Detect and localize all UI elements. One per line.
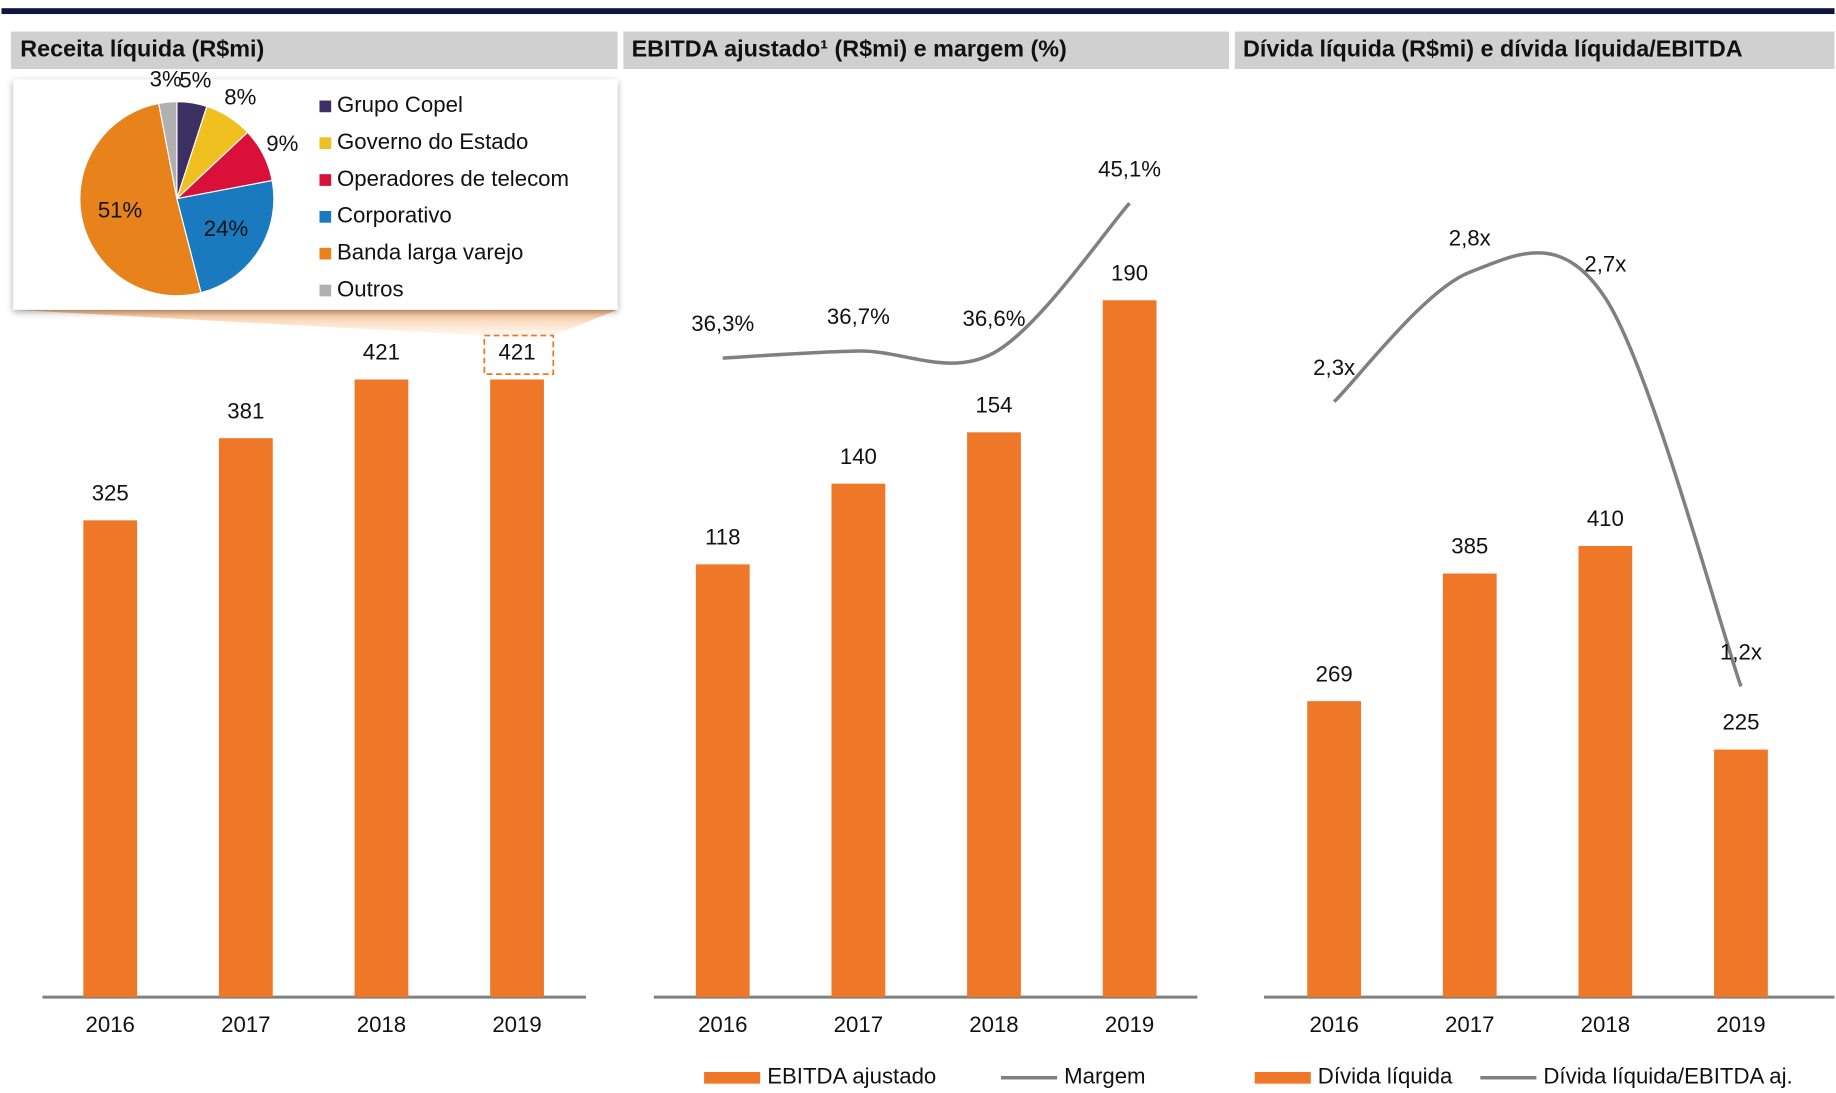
legend-label: EBITDA ajustado xyxy=(767,1064,936,1089)
legend-label: Governo do Estado xyxy=(337,129,528,154)
x-tick-label: 2018 xyxy=(969,1012,1018,1037)
legend-swatch xyxy=(319,247,332,260)
data-label: 410 xyxy=(1587,506,1624,531)
legend-swatch xyxy=(319,211,332,223)
data-label: 225 xyxy=(1722,710,1759,735)
pie-label: 5% xyxy=(179,68,211,93)
panel-title: Receita líquida (R$mi) xyxy=(20,35,264,61)
bar xyxy=(354,379,409,998)
legend-label: Dívida líquida xyxy=(1318,1064,1453,1089)
bar xyxy=(967,432,1021,998)
panel-header xyxy=(10,31,618,69)
legend-label: Corporativo xyxy=(337,203,452,228)
data-label: 45,1% xyxy=(1098,156,1161,181)
data-label: 154 xyxy=(975,392,1012,417)
data-label: 1,2x xyxy=(1720,640,1762,665)
legend-swatch xyxy=(704,1071,761,1084)
data-label: 140 xyxy=(840,444,877,469)
line xyxy=(722,201,1131,365)
pie-slice xyxy=(176,179,275,294)
x-tick-label: 2017 xyxy=(834,1012,883,1037)
data-label: 421 xyxy=(499,340,536,365)
top-rule xyxy=(1,8,1835,15)
bar xyxy=(490,379,544,998)
data-label: 36,6% xyxy=(962,306,1025,331)
data-label: 421 xyxy=(363,340,400,365)
x-tick-label: 2017 xyxy=(221,1012,270,1037)
data-label: 190 xyxy=(1111,260,1148,285)
data-label: 2,3x xyxy=(1313,355,1355,380)
legend-swatch xyxy=(319,174,332,186)
data-label: 36,7% xyxy=(827,304,890,329)
x-tick-label: 2019 xyxy=(492,1012,541,1037)
legend-swatch xyxy=(319,284,332,297)
line xyxy=(1332,251,1743,688)
data-label: 381 xyxy=(227,398,264,423)
pie-label: 8% xyxy=(224,85,256,110)
bar xyxy=(1578,546,1633,998)
bar xyxy=(831,483,886,998)
x-tick-label: 2017 xyxy=(1445,1012,1494,1037)
pie-label: 3% xyxy=(150,67,182,92)
callout-fan xyxy=(13,309,618,336)
x-tick-label: 2016 xyxy=(698,1012,747,1037)
legend-swatch xyxy=(319,137,332,150)
x-tick-label: 2019 xyxy=(1716,1012,1765,1037)
pie-slice xyxy=(157,101,178,199)
pie-slice xyxy=(79,102,202,297)
legend-swatch xyxy=(1254,1071,1311,1084)
data-label: 2,7x xyxy=(1584,251,1626,276)
bar xyxy=(1442,573,1497,998)
panel-title: Dívida líquida (R$mi) e dívida líquida/E… xyxy=(1243,35,1743,61)
legend-label: Banda larga varejo xyxy=(337,240,523,265)
bar xyxy=(1102,300,1157,998)
data-label: 118 xyxy=(705,524,740,549)
panel-title: EBITDA ajustado¹ (R$mi) e margem (%) xyxy=(632,35,1067,61)
bar xyxy=(218,438,273,998)
data-label: 269 xyxy=(1316,661,1353,686)
data-label: 36,3% xyxy=(691,311,754,336)
panel-header xyxy=(623,31,1229,69)
bar xyxy=(1307,701,1362,998)
pie-label: 24% xyxy=(204,216,248,241)
legend-label: Outros xyxy=(337,276,404,301)
data-label: 325 xyxy=(92,480,129,505)
bar xyxy=(83,520,138,998)
legend-label: Grupo Copel xyxy=(337,92,463,117)
pie-label: 9% xyxy=(266,131,298,156)
x-tick-label: 2018 xyxy=(357,1012,406,1037)
data-label: 2,8x xyxy=(1449,225,1491,250)
callout-box xyxy=(483,334,555,375)
panel-header xyxy=(1234,31,1835,69)
bar xyxy=(1714,749,1768,998)
bar xyxy=(695,564,750,998)
legend-label: Margem xyxy=(1064,1064,1145,1089)
pie-label: 51% xyxy=(98,197,142,222)
data-label: 385 xyxy=(1451,534,1488,559)
legend-swatch xyxy=(319,100,332,113)
legend-label: Dívida líquida/EBITDA aj. xyxy=(1543,1064,1792,1089)
x-tick-label: 2016 xyxy=(86,1012,135,1037)
x-tick-label: 2016 xyxy=(1309,1012,1358,1037)
x-tick-label: 2019 xyxy=(1105,1012,1154,1037)
legend-label: Operadores de telecom xyxy=(337,166,569,191)
x-tick-label: 2018 xyxy=(1581,1012,1630,1037)
